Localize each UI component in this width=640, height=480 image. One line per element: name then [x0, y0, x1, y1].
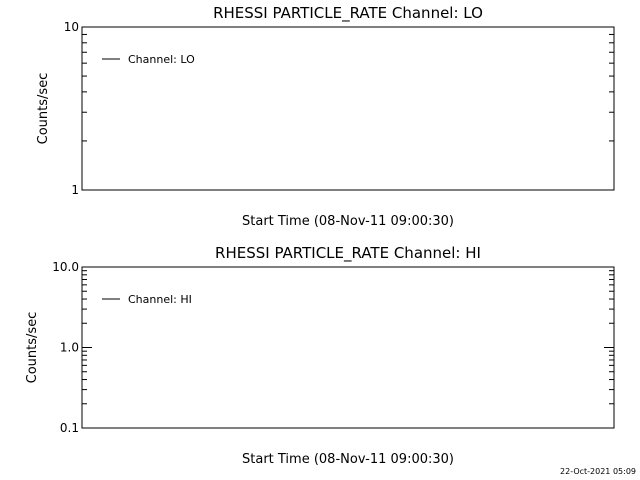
y-tick-label: 10	[64, 20, 79, 34]
plot-frame	[81, 26, 615, 191]
legend-label: Channel: LO	[128, 53, 195, 66]
plot-frame	[81, 266, 615, 429]
chart-title: RHESSI PARTICLE_RATE Channel: LO	[213, 4, 483, 23]
y-axis-label: Counts/sec	[25, 312, 40, 384]
y-axis-label: Counts/sec	[36, 73, 51, 145]
y-tick-label: 1.0	[60, 341, 79, 355]
chart-title: RHESSI PARTICLE_RATE Channel: HI	[215, 244, 481, 263]
panel-lo: RHESSI PARTICLE_RATE Channel: LO09:1509:…	[36, 4, 615, 229]
x-axis-label: Start Time (08-Nov-11 09:00:30)	[242, 452, 454, 467]
y-tick-label: 0.1	[60, 421, 79, 435]
footer-timestamp: 22-Oct-2021 05:09	[560, 467, 636, 476]
panel-hi: RHESSI PARTICLE_RATE Channel: HI09:1509:…	[25, 244, 615, 467]
x-axis-label: Start Time (08-Nov-11 09:00:30)	[242, 214, 454, 229]
legend-label: Channel: HI	[128, 293, 192, 306]
y-tick-label: 10.0	[52, 260, 79, 274]
y-tick-label: 1	[71, 183, 79, 197]
